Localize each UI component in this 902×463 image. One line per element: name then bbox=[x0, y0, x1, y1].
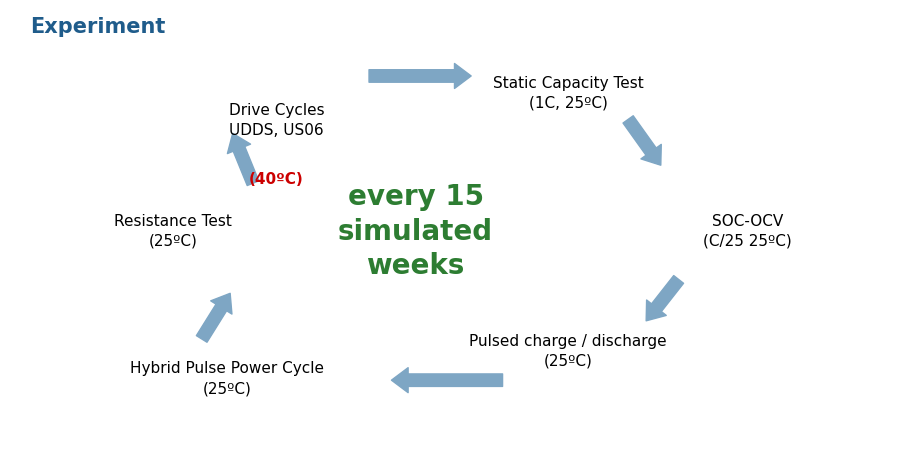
FancyArrowPatch shape bbox=[369, 63, 471, 88]
Text: SOC-OCV
(C/25 25ºC): SOC-OCV (C/25 25ºC) bbox=[702, 214, 791, 249]
Text: Static Capacity Test
(1C, 25ºC): Static Capacity Test (1C, 25ºC) bbox=[492, 76, 643, 111]
Text: every 15
simulated
weeks: every 15 simulated weeks bbox=[337, 183, 492, 280]
Text: (40ºC): (40ºC) bbox=[249, 172, 304, 187]
Text: Hybrid Pulse Power Cycle
(25ºC): Hybrid Pulse Power Cycle (25ºC) bbox=[130, 362, 324, 396]
Text: Drive Cycles
UDDS, US06: Drive Cycles UDDS, US06 bbox=[228, 103, 324, 138]
FancyArrowPatch shape bbox=[391, 368, 502, 393]
FancyArrowPatch shape bbox=[196, 294, 232, 342]
Text: Resistance Test
(25ºC): Resistance Test (25ºC) bbox=[115, 214, 232, 249]
Text: Pulsed charge / discharge
(25ºC): Pulsed charge / discharge (25ºC) bbox=[469, 334, 667, 369]
FancyArrowPatch shape bbox=[646, 275, 683, 321]
FancyArrowPatch shape bbox=[622, 116, 660, 165]
Text: Experiment: Experiment bbox=[30, 17, 165, 37]
FancyArrowPatch shape bbox=[227, 133, 259, 186]
